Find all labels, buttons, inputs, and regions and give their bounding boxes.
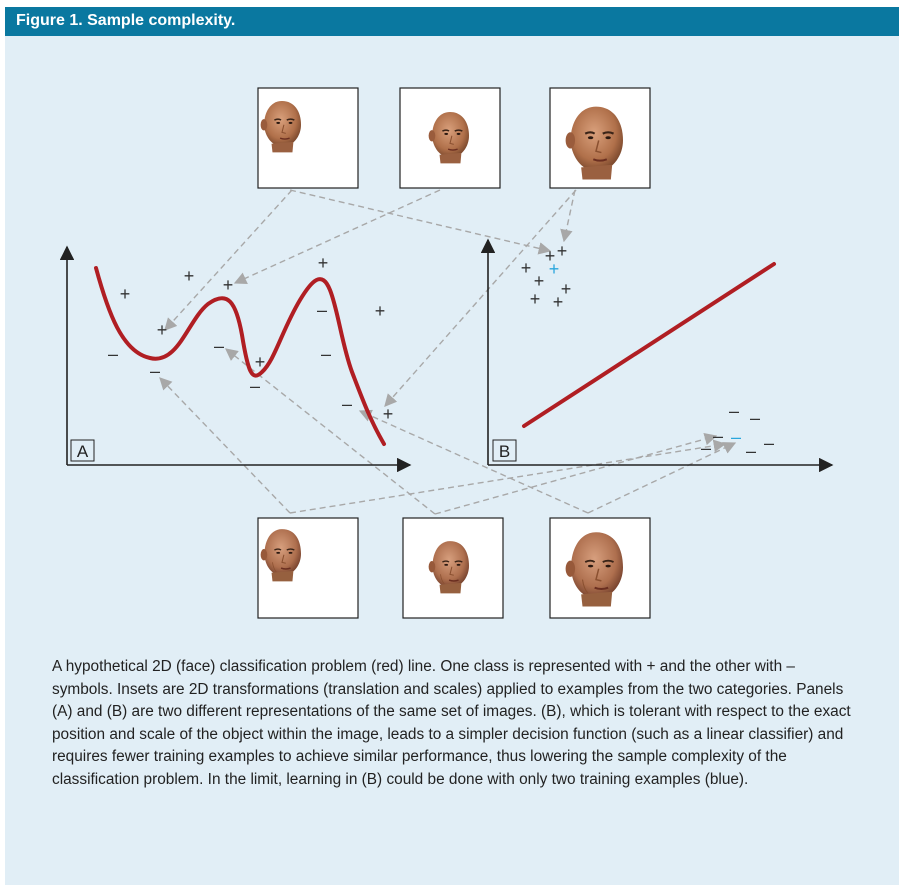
inset-top-1 bbox=[257, 87, 359, 189]
panel-a-plus: + bbox=[318, 253, 329, 273]
panel-b-plus: + bbox=[545, 246, 556, 266]
inset-top-3 bbox=[549, 87, 651, 189]
panel-b-minus: – bbox=[713, 426, 723, 446]
panel-b-minus: – bbox=[750, 408, 760, 428]
panel-a-minus: – bbox=[150, 361, 160, 381]
panel-b-plus: + bbox=[553, 292, 564, 312]
panel-a-symbols: + + + + + + + + – – – – – – – bbox=[108, 253, 393, 424]
panel-b-plus: + bbox=[530, 289, 541, 309]
panel-b-decision-line bbox=[522, 262, 776, 428]
panel-b-plus: + bbox=[534, 271, 545, 291]
panel-a-label: A bbox=[77, 442, 89, 461]
arrow-top3-to-a-plus bbox=[384, 189, 577, 407]
inset-bottom-3 bbox=[549, 517, 651, 619]
transformation-arrows bbox=[159, 189, 737, 515]
panel-b-symbols: + + + + + + + + – – – – – – – bbox=[521, 241, 774, 461]
figure-caption: A hypothetical 2D (face) classification … bbox=[52, 658, 851, 788]
panel-a-minus: – bbox=[214, 336, 224, 356]
arrow-bottom3-to-a-minus bbox=[358, 409, 589, 514]
panel-a-plus: + bbox=[157, 320, 168, 340]
inset-bottom-2 bbox=[402, 517, 504, 619]
arrow-bottom3-to-b-minus bbox=[587, 442, 737, 514]
panel-a-plus: + bbox=[375, 301, 386, 321]
panel-a-plus: + bbox=[383, 404, 394, 424]
panel-a-plus: + bbox=[120, 284, 131, 304]
arrow-top3-to-b-cluster bbox=[560, 189, 576, 243]
panel-a-plus: + bbox=[184, 266, 195, 286]
figure-title: Figure 1. Sample complexity. bbox=[16, 12, 236, 29]
panel-b-plus: + bbox=[521, 258, 532, 278]
panel-b-plus-highlight: + bbox=[549, 259, 560, 279]
arrow-bottom2-to-a-minus bbox=[225, 348, 436, 515]
panel-b-label: B bbox=[499, 442, 510, 461]
panel-b-minus: – bbox=[746, 441, 756, 461]
arrow-top2-to-a-plus bbox=[233, 189, 441, 285]
panel-b-minus: – bbox=[764, 433, 774, 453]
panel-a-axes bbox=[59, 245, 412, 473]
arrow-bottom1-to-a-minus bbox=[159, 377, 291, 514]
panel-a-plus: + bbox=[255, 352, 266, 372]
panel-a-minus: – bbox=[321, 344, 331, 364]
panel-b-minus: – bbox=[729, 401, 739, 421]
panel-a-label-box bbox=[70, 439, 95, 462]
panel-b-label-box bbox=[492, 439, 517, 462]
panel-a-minus: – bbox=[342, 394, 352, 414]
figure-title-bar: Figure 1. Sample complexity. bbox=[5, 7, 899, 36]
panel-b-plus: + bbox=[557, 241, 568, 261]
inset-top-2 bbox=[399, 87, 501, 189]
panel-a-minus: – bbox=[317, 300, 327, 320]
panel-b-minus: – bbox=[701, 438, 711, 458]
arrow-bottom1-to-b-minus bbox=[289, 439, 727, 514]
panel-a-plus: + bbox=[223, 275, 234, 295]
panel-b-axes bbox=[480, 238, 834, 473]
panel-a-decision-curve bbox=[94, 266, 386, 446]
panel-a-minus: – bbox=[108, 344, 118, 364]
panel-b-minus-highlight: – bbox=[731, 427, 741, 447]
panel-a-minus: – bbox=[250, 376, 260, 396]
panel-b-plus: + bbox=[561, 279, 572, 299]
arrow-top1-to-a-plus bbox=[164, 189, 293, 331]
arrow-top1-to-b-cluster bbox=[289, 189, 552, 255]
inset-bottom-1 bbox=[257, 517, 359, 619]
arrow-bottom2-to-b-minus bbox=[434, 432, 718, 515]
